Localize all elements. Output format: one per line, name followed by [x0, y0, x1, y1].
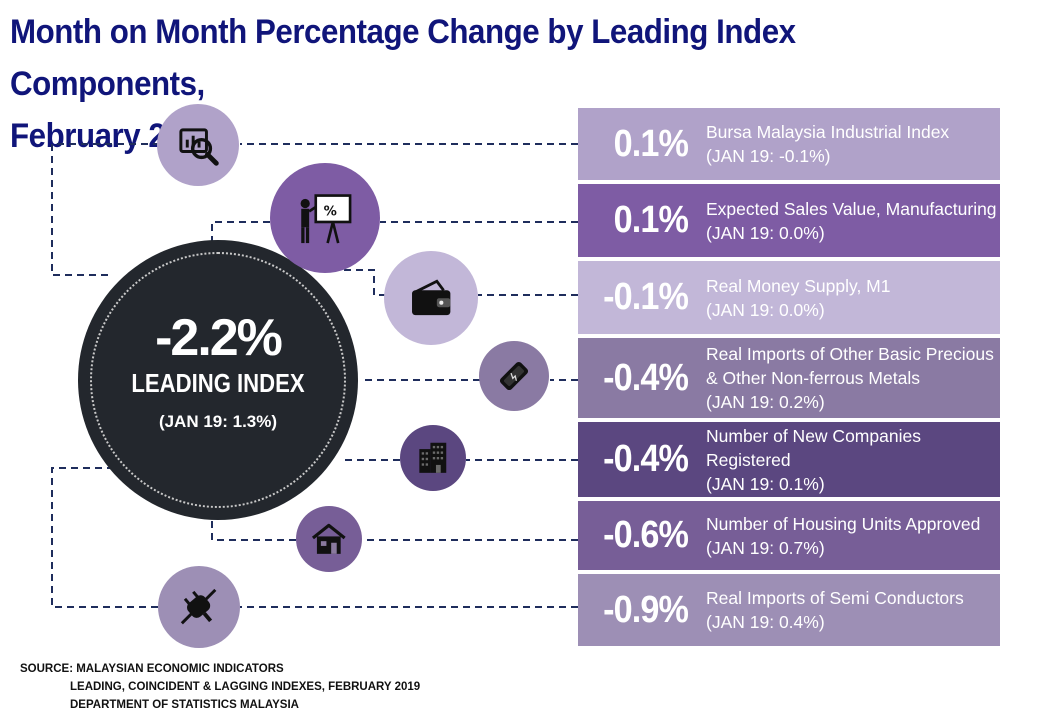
component-name: Real Imports of Semi Conductors [706, 588, 964, 608]
presentation-icon: % [270, 163, 380, 273]
component-panel: -0.4% Real Imports of Other Basic Precio… [578, 338, 1000, 418]
component-text: Real Money Supply, M1 (JAN 19: 0.0%) [706, 274, 891, 322]
component-name: Real Imports of Other Basic Precious & O… [706, 344, 994, 388]
component-text: Expected Sales Value, Manufacturing (JAN… [706, 197, 997, 245]
wallet-icon [384, 251, 478, 345]
component-panel: -0.6% Number of Housing Units Approved (… [578, 501, 1000, 570]
component-panel: -0.1% Real Money Supply, M1 (JAN 19: 0.0… [578, 261, 1000, 334]
svg-text:%: % [324, 204, 337, 219]
house-icon [296, 506, 362, 572]
component-value: -0.6% [603, 514, 689, 556]
page-title: Month on Month Percentage Change by Lead… [10, 6, 930, 162]
component-panel: -0.4% Number of New Companies Registered… [578, 422, 1000, 497]
component-name: Expected Sales Value, Manufacturing [706, 198, 997, 219]
component-value: 0.1% [613, 122, 689, 165]
component-value: -0.9% [603, 588, 689, 631]
component-name: Bursa Malaysia Industrial Index [706, 122, 950, 142]
leading-index-label: LEADING INDEX [131, 368, 305, 398]
component-value: 0.1% [613, 199, 689, 241]
leading-index-value: -2.2% [155, 309, 283, 367]
component-value: -0.4% [603, 438, 689, 480]
component-name: Real Money Supply, M1 [706, 275, 891, 296]
component-name: Number of Housing Units Approved [706, 513, 981, 534]
component-previous: (JAN 19: 0.0%) [706, 222, 825, 243]
component-name: Number of New Companies Registered [706, 425, 921, 470]
component-previous: (JAN 19: 0.1%) [706, 473, 825, 494]
building-icon [400, 425, 466, 491]
leading-index-circle: -2.2% LEADING INDEX (JAN 19: 1.3%) [78, 240, 358, 520]
semiconductor-icon [158, 566, 240, 648]
magnifier-chart-icon [157, 104, 239, 186]
component-previous: (JAN 19: 0.2%) [706, 392, 825, 412]
component-previous: (JAN 19: 0.0%) [706, 299, 825, 320]
component-text: Real Imports of Semi Conductors (JAN 19:… [706, 586, 964, 634]
component-panel: -0.9% Real Imports of Semi Conductors (J… [578, 574, 1000, 646]
component-previous: (JAN 19: 0.4%) [706, 612, 825, 632]
metal-bar-icon [479, 341, 549, 411]
dotted-ring [90, 252, 346, 508]
component-previous: (JAN 19: -0.1%) [706, 146, 831, 166]
component-text: Number of Housing Units Approved (JAN 19… [706, 512, 980, 560]
component-text: Bursa Malaysia Industrial Index (JAN 19:… [706, 120, 949, 168]
component-panel: 0.1% Expected Sales Value, Manufacturing… [578, 184, 1000, 257]
component-value: -0.4% [603, 356, 689, 399]
component-previous: (JAN 19: 0.7%) [706, 537, 825, 558]
source-note: SOURCE: MALAYSIAN ECONOMIC INDICATORS LE… [20, 660, 420, 714]
source-line-3: DEPARTMENT OF STATISTICS MALAYSIA [70, 699, 299, 711]
component-text: Real Imports of Other Basic Precious & O… [706, 342, 996, 414]
component-value: -0.1% [603, 276, 689, 318]
component-panel: 0.1% Bursa Malaysia Industrial Index (JA… [578, 108, 1000, 180]
title-line-1: Month on Month Percentage Change by Lead… [10, 13, 796, 103]
source-line-2: LEADING, COINCIDENT & LAGGING INDEXES, F… [70, 681, 421, 693]
leading-index-previous: (JAN 19: 1.3%) [158, 412, 278, 431]
source-line-1: SOURCE: MALAYSIAN ECONOMIC INDICATORS [20, 663, 284, 675]
component-text: Number of New Companies Registered (JAN … [706, 424, 936, 496]
